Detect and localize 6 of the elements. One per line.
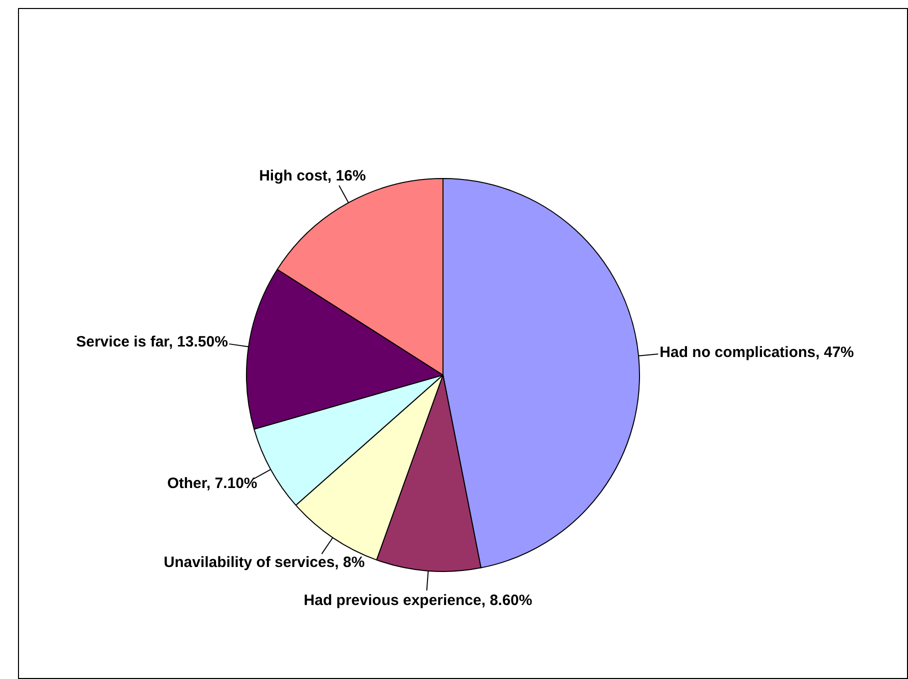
slice-label: Service is far, 13.50% (76, 334, 228, 351)
slice-label: Had no complications, 47% (660, 344, 854, 362)
slice-label: High cost, 16% (259, 167, 366, 184)
slice-label: Unavilability of services, 8% (164, 554, 365, 571)
slice-label: Had previous experience, 8.60% (304, 592, 532, 610)
slice-label: Other, 7.10% (167, 475, 258, 492)
